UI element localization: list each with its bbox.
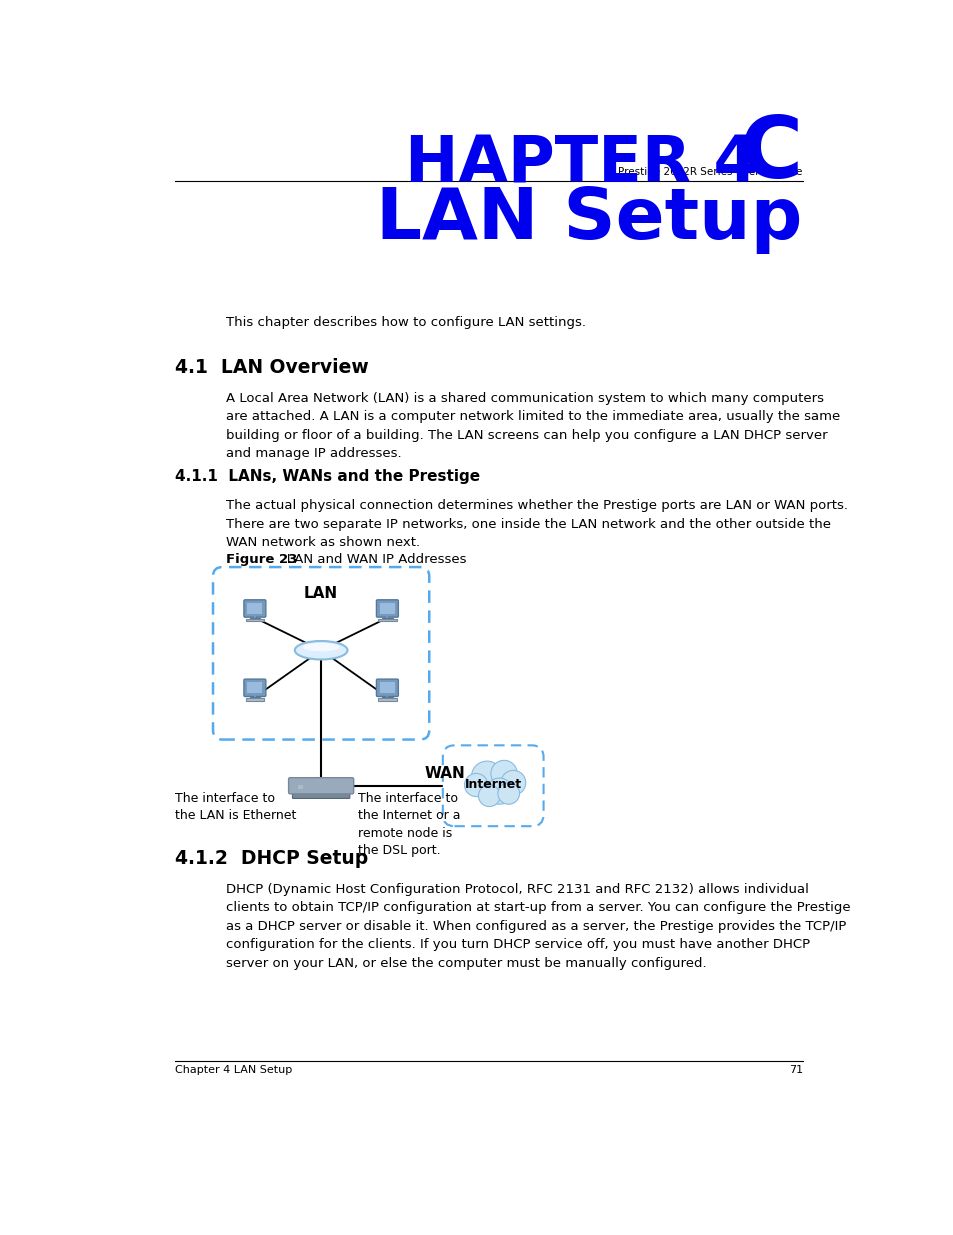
Bar — [379, 603, 395, 614]
Text: Prestige 2602R Series User’s Guide: Prestige 2602R Series User’s Guide — [618, 168, 802, 178]
Text: C: C — [739, 112, 802, 196]
Text: LAN: LAN — [304, 587, 338, 601]
Bar — [381, 697, 393, 699]
Bar — [377, 619, 396, 621]
Circle shape — [478, 785, 499, 806]
Text: 4.1.2  DHCP Setup: 4.1.2 DHCP Setup — [174, 848, 368, 868]
Text: The interface to
the LAN is Ethernet: The interface to the LAN is Ethernet — [174, 792, 296, 823]
Text: 4.1  LAN Overview: 4.1 LAN Overview — [174, 358, 369, 377]
Bar — [250, 618, 260, 619]
Bar — [247, 683, 262, 693]
FancyBboxPatch shape — [244, 600, 266, 618]
FancyBboxPatch shape — [244, 679, 266, 697]
Bar — [253, 695, 255, 697]
FancyBboxPatch shape — [376, 679, 398, 697]
Bar — [245, 698, 264, 700]
Bar — [297, 784, 302, 789]
Circle shape — [497, 783, 519, 804]
Text: Figure 23: Figure 23 — [226, 553, 297, 566]
Text: WAN: WAN — [424, 766, 465, 782]
Text: LAN and WAN IP Addresses: LAN and WAN IP Addresses — [274, 553, 466, 566]
Circle shape — [491, 761, 517, 787]
Bar — [381, 618, 393, 619]
Text: Chapter 4 LAN Setup: Chapter 4 LAN Setup — [174, 1066, 292, 1076]
Bar — [247, 603, 262, 614]
Bar — [379, 683, 395, 693]
Text: 71: 71 — [788, 1066, 802, 1076]
Bar — [245, 619, 264, 621]
Circle shape — [464, 773, 487, 797]
Bar — [386, 695, 388, 697]
Text: LAN Setup: LAN Setup — [376, 185, 802, 253]
Bar — [386, 616, 388, 618]
Circle shape — [486, 778, 512, 804]
Text: 4.1.1  LANs, WANs and the Prestige: 4.1.1 LANs, WANs and the Prestige — [174, 468, 479, 484]
Ellipse shape — [302, 643, 339, 651]
Ellipse shape — [294, 641, 347, 659]
FancyBboxPatch shape — [213, 567, 429, 740]
FancyBboxPatch shape — [293, 792, 350, 799]
FancyBboxPatch shape — [289, 778, 354, 794]
Text: Internet: Internet — [464, 778, 521, 790]
Bar — [253, 616, 255, 618]
Bar — [250, 697, 260, 699]
FancyBboxPatch shape — [442, 746, 543, 826]
Circle shape — [471, 761, 502, 792]
FancyBboxPatch shape — [376, 600, 398, 618]
Circle shape — [500, 771, 525, 795]
Text: HAPTER 4: HAPTER 4 — [405, 133, 757, 196]
Text: The interface to
the Internet or a
remote node is
the DSL port.: The interface to the Internet or a remot… — [358, 792, 460, 857]
Bar — [377, 698, 396, 700]
Text: A Local Area Network (LAN) is a shared communication system to which many comput: A Local Area Network (LAN) is a shared c… — [226, 391, 840, 459]
Text: DHCP (Dynamic Host Configuration Protocol, RFC 2131 and RFC 2132) allows individ: DHCP (Dynamic Host Configuration Protoco… — [226, 883, 850, 969]
Text: This chapter describes how to configure LAN settings.: This chapter describes how to configure … — [226, 316, 585, 329]
Text: The actual physical connection determines whether the Prestige ports are LAN or : The actual physical connection determine… — [226, 499, 847, 550]
